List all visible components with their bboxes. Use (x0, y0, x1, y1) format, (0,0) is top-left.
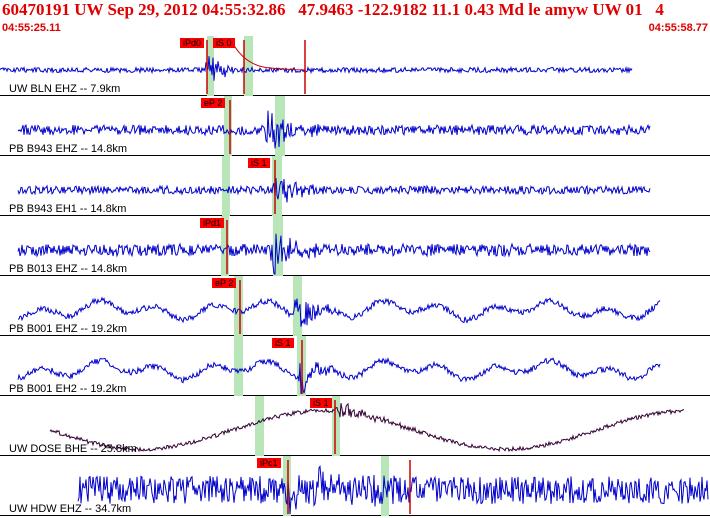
end-time: 04:55:58.77 (648, 22, 708, 34)
pick-label[interactable]: iPd0 (180, 38, 205, 48)
trace-panel[interactable]: iS 1 PB B943 EH1 -- 14.8km (0, 156, 710, 216)
trace-label: PB B001 EHZ -- 19.2km (9, 323, 127, 335)
pick-window (273, 216, 283, 276)
trace-label: PB B001 EH2 -- 19.2km (9, 383, 127, 395)
trace-label: UW DOSE BHE -- 25.8km (9, 443, 137, 455)
trace-panel[interactable]: iPc1 UW HDW EHZ -- 34.7km (0, 456, 710, 516)
pick-label[interactable]: iPd1 (200, 218, 225, 228)
waveform-trace (0, 56, 633, 81)
pick-window (222, 156, 230, 216)
waveform-trace (77, 465, 709, 515)
waveform-trace (17, 296, 661, 327)
pick-label[interactable]: eP 2 (212, 278, 237, 288)
pick-window (221, 216, 229, 276)
pick-label[interactable]: eP 2 (201, 98, 226, 108)
waveform-trace (49, 402, 685, 453)
trace-label: PB B013 EHZ -- 14.8km (9, 263, 127, 275)
trace-waveform (0, 96, 710, 156)
pick-label[interactable]: iS 1 (248, 158, 270, 168)
waveform-trace (17, 110, 651, 149)
trace-waveform (0, 156, 710, 216)
trace-waveform (0, 36, 710, 96)
trace-label: UW BLN EHZ -- 7.9km (9, 83, 121, 95)
trace-waveform (0, 396, 710, 456)
start-time: 04:55:25.11 (2, 22, 61, 34)
trace-panel[interactable]: iS 1 PB B001 EH2 -- 19.2km (0, 336, 710, 396)
pick-window (275, 96, 285, 156)
pick-window (332, 396, 340, 456)
trace-panel[interactable]: iPd1 PB B013 EHZ -- 14.8km (0, 216, 710, 276)
waveform-trace (17, 178, 651, 203)
pick-label[interactable]: iS 1 (310, 398, 332, 408)
pick-label[interactable]: iS 0 (213, 38, 235, 48)
seismogram-panels: iPd0 iS 0 UW BLN EHZ -- 7.9km eP 2 PB B9… (0, 36, 710, 518)
trace-waveform (0, 276, 710, 336)
pick-window (244, 36, 253, 96)
header: 60470191 UW Sep 29, 2012 04:55:32.86 47.… (0, 0, 710, 36)
waveform-trace (17, 233, 651, 275)
pick-label[interactable]: iPc1 (257, 458, 281, 468)
coda-curve (231, 41, 306, 71)
pick-window (224, 96, 232, 156)
pick-window (234, 336, 243, 396)
trace-panel[interactable]: eP 2 PB B001 EHZ -- 19.2km (0, 276, 710, 336)
trace-panel[interactable]: eP 2 PB B943 EHZ -- 14.8km (0, 96, 710, 156)
pick-label[interactable]: iS 1 (272, 338, 294, 348)
trace-waveform (0, 216, 710, 276)
pick-window (283, 456, 291, 516)
waveform-trace (17, 357, 661, 395)
pick-window (255, 396, 264, 456)
trace-panel[interactable]: iS 1 UW DOSE BHE -- 25.8km (0, 396, 710, 456)
trace-waveform (0, 456, 710, 516)
trace-label: PB B943 EHZ -- 14.8km (9, 143, 127, 155)
event-title: 60470191 UW Sep 29, 2012 04:55:32.86 47.… (2, 0, 664, 19)
trace-label: PB B943 EH1 -- 14.8km (9, 203, 127, 215)
trace-label: UW HDW EHZ -- 34.7km (9, 503, 132, 515)
trace-waveform (0, 336, 710, 396)
pick-window (272, 156, 282, 216)
pick-window (234, 276, 243, 336)
trace-panel[interactable]: iPd0 iS 0 UW BLN EHZ -- 7.9km (0, 36, 710, 96)
